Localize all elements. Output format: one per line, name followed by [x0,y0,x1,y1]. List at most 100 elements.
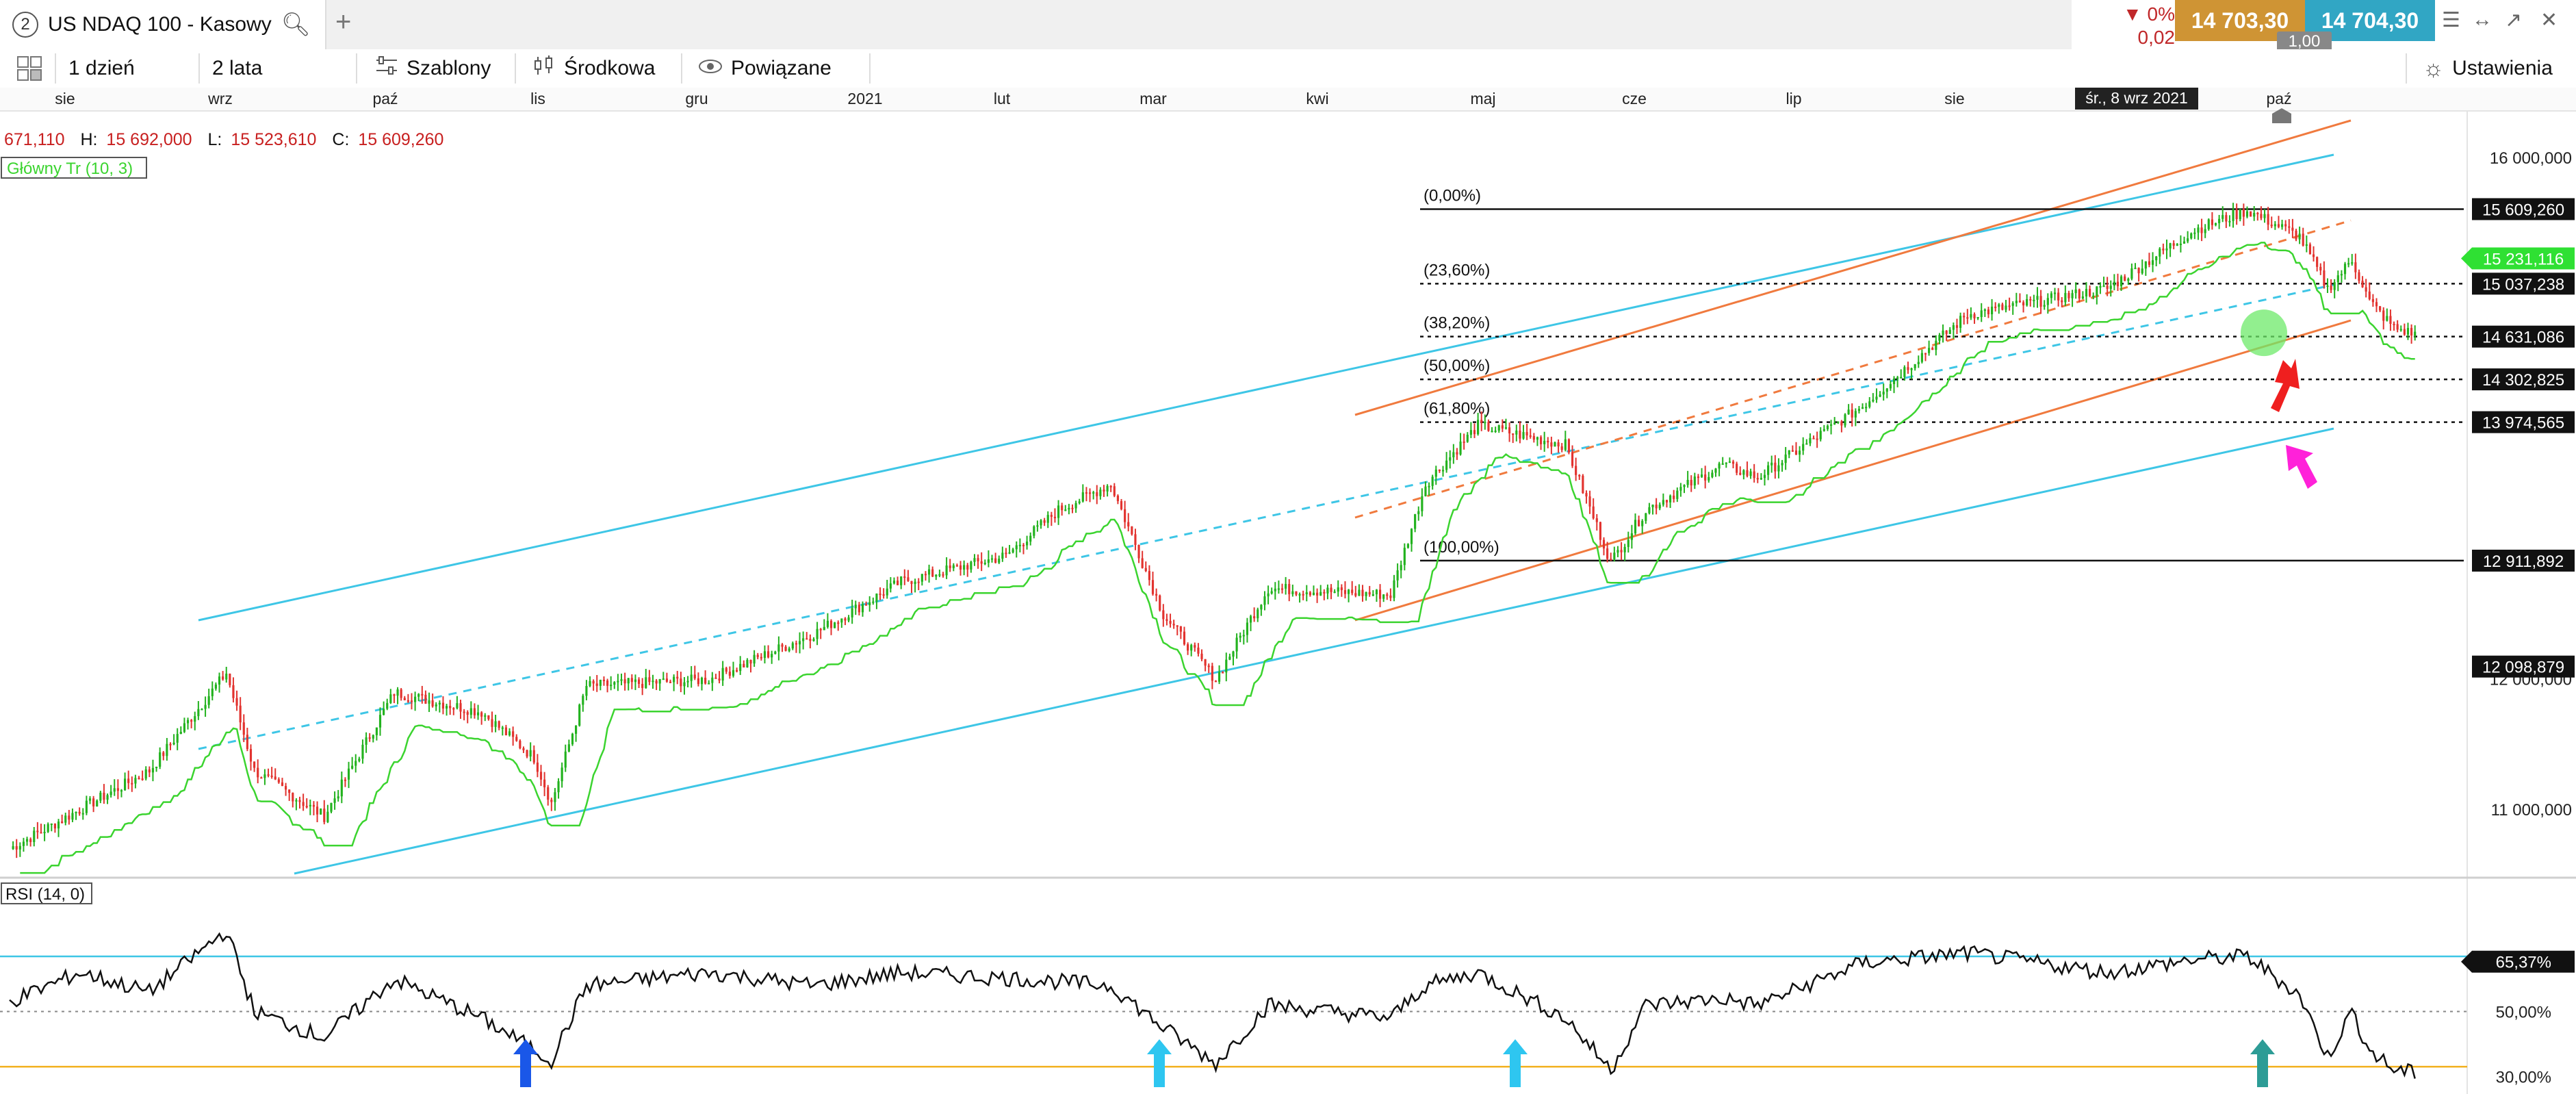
candle-body[interactable] [201,709,203,711]
candle-body[interactable] [959,565,962,570]
candle-body[interactable] [2280,224,2284,227]
candle-body[interactable] [99,792,102,801]
candle-body[interactable] [1959,316,1962,328]
candle-body[interactable] [2382,310,2385,321]
candle-body[interactable] [1169,620,1172,624]
candle-body[interactable] [1144,568,1147,572]
up-arrow-icon[interactable] [2250,1039,2275,1087]
candle-body[interactable] [711,677,714,683]
candle-body[interactable] [1708,476,1710,481]
candle-body[interactable] [809,639,812,641]
candle-body[interactable] [942,574,944,576]
settings-button[interactable]: ☼ Ustawienia [2423,49,2553,88]
candle-body[interactable] [1928,348,1931,353]
candle-body[interactable] [1406,544,1410,548]
candle-body[interactable] [1382,594,1385,599]
candle-body[interactable] [519,741,521,748]
candle-body[interactable] [2330,285,2332,290]
candle-body[interactable] [795,643,798,645]
candle-body[interactable] [1623,546,1626,552]
candle-body[interactable] [190,720,193,722]
candle-body[interactable] [2130,268,2133,279]
candle-body[interactable] [851,608,853,618]
candle-body[interactable] [1288,584,1291,594]
candle-body[interactable] [2074,289,2077,294]
candle-body[interactable] [148,769,151,773]
candle-body[interactable] [823,626,825,631]
candle-body[interactable] [1819,431,1822,440]
candle-body[interactable] [29,839,32,843]
candle-body[interactable] [1539,437,1543,444]
candle-body[interactable] [1267,593,1270,597]
candle-body[interactable] [889,583,892,589]
candle-body[interactable] [2022,302,2025,306]
candle-body[interactable] [1033,526,1035,536]
candle-body[interactable] [2033,299,2035,301]
candle-body[interactable] [1990,306,1994,315]
candle-body[interactable] [837,622,840,624]
candle-body[interactable] [400,689,402,698]
candle-body[interactable] [1291,591,1294,594]
candle-body[interactable] [222,676,224,680]
candle-body[interactable] [662,678,665,680]
candle-body[interactable] [1578,474,1581,476]
candle-body[interactable] [1096,492,1098,496]
candle-body[interactable] [749,659,752,664]
candle-body[interactable] [1889,384,1892,389]
candle-body[interactable] [2284,224,2287,227]
candle-body[interactable] [1550,442,1553,447]
candle-body[interactable] [1319,591,1322,596]
candle-body[interactable] [819,628,822,631]
candle-body[interactable] [1588,496,1591,507]
candle-body[interactable] [277,779,280,783]
candle-body[interactable] [1515,430,1518,435]
candle-body[interactable] [424,694,427,704]
candle-body[interactable] [1330,587,1332,592]
candle-body[interactable] [260,777,263,779]
candle-body[interactable] [791,643,794,649]
candle-body[interactable] [305,806,308,808]
candle-body[interactable] [501,727,504,729]
candle-body[interactable] [2263,214,2266,218]
candle-body[interactable] [1711,472,1714,477]
candle-body[interactable] [1669,495,1672,503]
candle-body[interactable] [2288,226,2291,228]
candle-body[interactable] [858,605,860,613]
templates-button[interactable]: Szablony [375,49,491,88]
candle-body[interactable] [2061,300,2063,303]
candle-body[interactable] [774,651,777,654]
candle-body[interactable] [1592,506,1595,519]
candle-body[interactable] [194,716,196,722]
candle-body[interactable] [578,704,581,726]
candle-body[interactable] [50,823,53,825]
candle-body[interactable] [2319,266,2322,271]
candle-body[interactable] [2393,324,2395,326]
candle-body[interactable] [1347,589,1350,594]
candle-body[interactable] [983,563,986,565]
candle-body[interactable] [2162,249,2165,251]
candle-body[interactable] [1840,421,1843,426]
candle-body[interactable] [1914,364,1916,368]
candle-body[interactable] [1477,420,1480,435]
candle-body[interactable] [1421,496,1424,511]
candle-body[interactable] [1536,437,1539,440]
candle-body[interactable] [2245,211,2249,217]
candle-body[interactable] [1015,545,1018,550]
candle-body[interactable] [1599,522,1601,540]
candle-body[interactable] [78,811,81,814]
candle-body[interactable] [2250,211,2252,217]
candle-body[interactable] [333,798,336,803]
candle-body[interactable] [1141,558,1144,568]
candle-body[interactable] [2134,268,2137,270]
candle-body[interactable] [896,581,899,585]
candle-body[interactable] [487,715,490,720]
candle-body[interactable] [2389,316,2392,325]
channel-line[interactable] [1354,119,2352,416]
candle-body[interactable] [2102,285,2105,288]
up-arrow-icon[interactable] [1503,1039,1528,1087]
candle-body[interactable] [1484,422,1486,424]
candle-body[interactable] [246,735,248,750]
channel-line[interactable] [198,283,2334,750]
candle-body[interactable] [2120,276,2123,287]
candle-body[interactable] [498,721,500,728]
